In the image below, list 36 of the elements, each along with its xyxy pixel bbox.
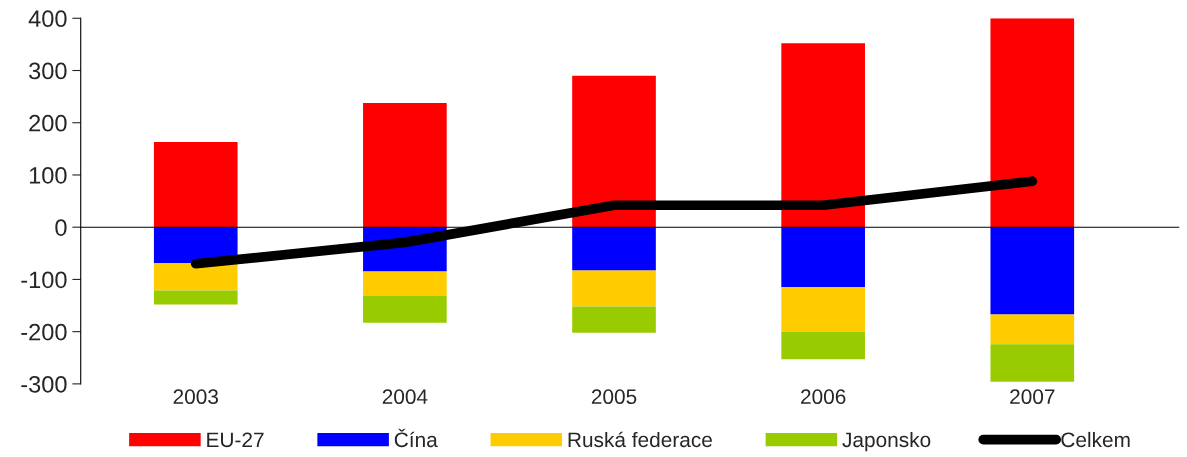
bar [153, 290, 238, 305]
y-tick-label: 200 [29, 114, 67, 132]
bar [990, 344, 1075, 382]
bar [781, 331, 865, 360]
bar [363, 295, 447, 323]
bar [990, 18, 1075, 228]
bar [572, 75, 656, 228]
y-tick-label: -300 [21, 375, 67, 393]
x-tick-label: 2006 [801, 389, 846, 405]
bar [572, 227, 656, 271]
x-tick-label: 2007 [1010, 389, 1055, 405]
x-tick-label: 2005 [591, 389, 637, 405]
bar [572, 306, 656, 333]
legend-label: Japonsko [842, 431, 931, 452]
y-tick-label: 400 [28, 10, 67, 28]
legend-label: EU-27 [207, 432, 264, 448]
bar [572, 270, 656, 307]
bar [153, 263, 238, 291]
y-tick-label: -100 [21, 271, 67, 289]
bar [990, 227, 1075, 315]
bar [781, 287, 865, 332]
y-tick-label: 100 [29, 167, 67, 184]
y-tick-label: 300 [29, 62, 67, 80]
y-tick-label: -200 [21, 323, 67, 341]
bar [153, 142, 238, 228]
x-tick-label: 2003 [173, 389, 218, 405]
legend-label: Čína [394, 428, 438, 448]
bar [781, 43, 865, 228]
x-tick-label: 2004 [382, 389, 428, 405]
bar [990, 314, 1075, 345]
bar [363, 102, 447, 228]
bar [363, 271, 447, 296]
y-tick-label: 0 [55, 219, 67, 236]
legend-label: Celkem [1061, 431, 1130, 448]
bar [781, 227, 865, 288]
legend-label: Ruská federace [568, 431, 712, 448]
